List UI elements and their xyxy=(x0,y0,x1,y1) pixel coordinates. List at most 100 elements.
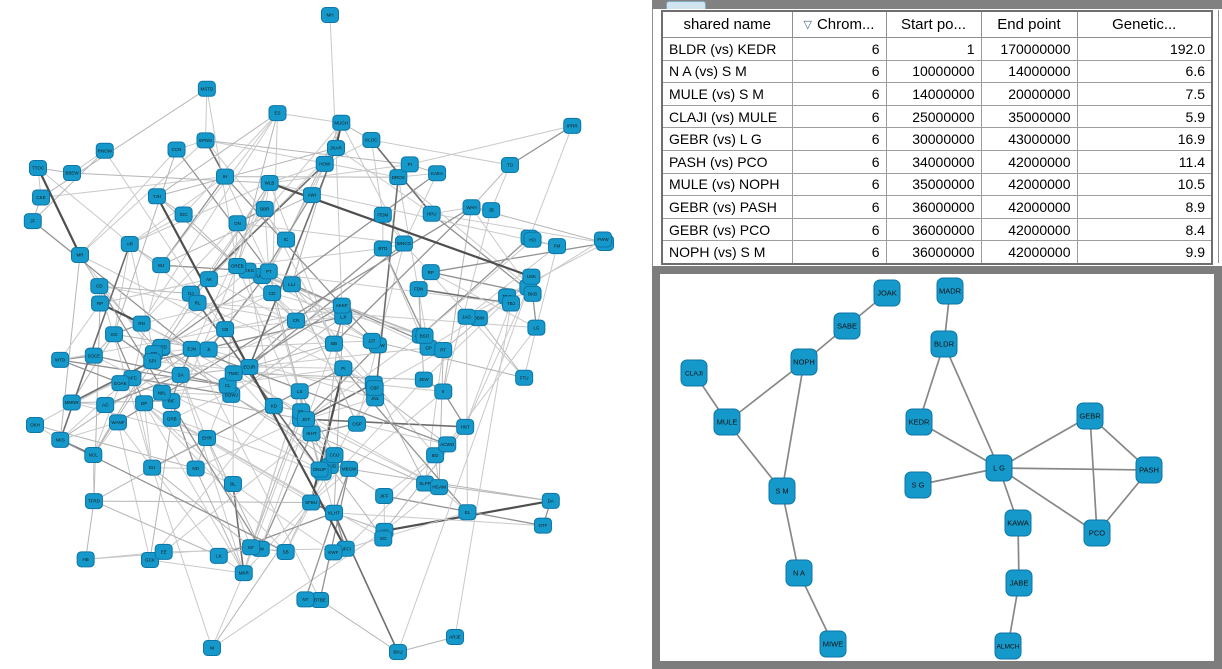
network-edge[interactable] xyxy=(1089,415,1098,534)
node-shape[interactable] xyxy=(216,168,235,185)
node-claji[interactable]: CLAJI xyxy=(680,359,708,387)
node-shape[interactable] xyxy=(120,236,139,253)
network-node[interactable]: KD xyxy=(264,397,283,414)
node-shape[interactable] xyxy=(1083,519,1111,547)
network-node[interactable]: II xyxy=(434,383,453,400)
node-shape[interactable] xyxy=(277,231,296,248)
network-node[interactable]: WTD xyxy=(51,351,70,368)
network-node[interactable]: CD xyxy=(90,278,109,295)
network-node[interactable]: HNT xyxy=(456,418,475,435)
network-node[interactable]: KWF xyxy=(324,544,343,561)
network-node[interactable]: MBGW xyxy=(340,460,359,477)
node-shape[interactable] xyxy=(29,160,47,176)
node-shape[interactable] xyxy=(228,215,247,232)
node-noph[interactable]: NOPH xyxy=(790,348,818,376)
network-node[interactable]: KLOC xyxy=(362,132,381,149)
node-shape[interactable] xyxy=(873,279,901,307)
node-shape[interactable] xyxy=(324,335,343,352)
node-shape[interactable] xyxy=(108,414,127,431)
node-shape[interactable] xyxy=(365,380,384,397)
node-shape[interactable] xyxy=(105,326,124,343)
node-shape[interactable] xyxy=(375,487,394,504)
node-shape[interactable] xyxy=(32,189,51,206)
network-node[interactable]: WANF xyxy=(108,414,127,431)
network-node[interactable]: ND xyxy=(186,460,205,477)
table-row[interactable]: NOPH (vs) S M 6 36000000 42000000 9.9 xyxy=(661,240,1213,265)
node-shape[interactable] xyxy=(905,408,933,436)
network-node[interactable]: CBF xyxy=(365,380,384,397)
network-node[interactable]: EOJR xyxy=(240,358,259,375)
network-node[interactable]: TJH xyxy=(147,188,166,205)
network-node[interactable]: IH xyxy=(216,168,235,185)
table-row[interactable]: GEBR (vs) PCO 6 36000000 42000000 8.4 xyxy=(661,217,1213,242)
network-node[interactable]: OKH xyxy=(26,417,44,433)
node-s-m[interactable]: S M xyxy=(768,477,796,505)
network-node[interactable]: TMIC xyxy=(224,365,243,382)
node-shape[interactable] xyxy=(340,460,359,477)
network-node[interactable]: DA xyxy=(541,492,560,509)
network-node[interactable]: JIFF xyxy=(375,487,394,504)
node-shape[interactable] xyxy=(515,369,534,386)
network-node[interactable]: EU xyxy=(143,459,162,476)
node-shape[interactable] xyxy=(833,312,861,340)
table-row[interactable]: GEBR (vs) PASH 6 36000000 42000000 8.9 xyxy=(661,195,1213,219)
network-node[interactable]: FM xyxy=(548,238,567,255)
network-node[interactable]: CB xyxy=(216,321,235,338)
node-shape[interactable] xyxy=(315,155,334,172)
node-shape[interactable] xyxy=(462,199,481,216)
node-shape[interactable] xyxy=(186,460,205,477)
network-node[interactable]: BSO xyxy=(415,327,434,344)
network-node[interactable]: GO xyxy=(105,326,124,343)
network-node[interactable]: NT xyxy=(296,591,315,608)
node-shape[interactable] xyxy=(389,169,408,186)
network-node[interactable]: HOW xyxy=(315,155,334,172)
node-shape[interactable] xyxy=(286,312,305,329)
node-joak[interactable]: JOAK xyxy=(873,279,901,307)
network-node[interactable]: JJT xyxy=(362,332,381,349)
network-edge[interactable] xyxy=(998,467,1150,471)
node-shape[interactable] xyxy=(327,140,345,156)
node-shape[interactable] xyxy=(290,383,309,400)
network-node[interactable]: JI xyxy=(199,341,218,358)
network-node[interactable]: SPI xyxy=(143,353,162,370)
network-node[interactable]: FTU xyxy=(515,369,534,386)
network-edge[interactable] xyxy=(943,343,1000,469)
network-node[interactable]: NI xyxy=(203,640,221,656)
network-node[interactable]: ES xyxy=(268,105,287,122)
network-node[interactable]: FWW xyxy=(593,231,612,248)
network-node[interactable]: OREB xyxy=(228,257,247,274)
network-node[interactable]: RL xyxy=(188,294,207,311)
network-node[interactable]: JAO xyxy=(457,308,476,325)
node-shape[interactable] xyxy=(324,544,343,561)
network-node[interactable]: KF xyxy=(242,539,261,556)
filter-icon[interactable]: ▽ xyxy=(803,19,812,31)
node-sabe[interactable]: SABE xyxy=(833,312,861,340)
network-node[interactable]: HPU xyxy=(422,205,441,222)
network-node[interactable]: RP xyxy=(91,295,110,312)
node-shape[interactable] xyxy=(430,479,449,496)
node-shape[interactable] xyxy=(63,165,82,182)
node-shape[interactable] xyxy=(680,359,708,387)
network-node[interactable]: EJN xyxy=(182,340,201,357)
network-node[interactable]: TBJ xyxy=(501,295,520,312)
network-node[interactable]: AK xyxy=(199,271,218,288)
node-kawa[interactable]: KAWA xyxy=(1004,509,1032,537)
node-shape[interactable] xyxy=(325,504,344,521)
node-shape[interactable] xyxy=(242,539,261,556)
network-edge[interactable] xyxy=(998,467,1098,534)
node-shape[interactable] xyxy=(182,340,201,357)
node-shape[interactable] xyxy=(458,504,477,521)
column-header-genetic[interactable]: Genetic... xyxy=(1076,10,1213,38)
node-shape[interactable] xyxy=(228,257,247,274)
node-shape[interactable] xyxy=(904,471,932,499)
network-node[interactable]: RP xyxy=(421,264,440,281)
node-shape[interactable] xyxy=(1004,509,1032,537)
network-node[interactable]: JOT xyxy=(297,411,316,428)
node-shape[interactable] xyxy=(446,629,464,645)
node-shape[interactable] xyxy=(209,547,228,564)
node-shape[interactable] xyxy=(347,415,366,432)
network-node[interactable]: WAH xyxy=(462,199,481,216)
node-shape[interactable] xyxy=(374,530,393,547)
node-shape[interactable] xyxy=(422,205,441,222)
network-node[interactable]: KAEA xyxy=(428,165,447,182)
